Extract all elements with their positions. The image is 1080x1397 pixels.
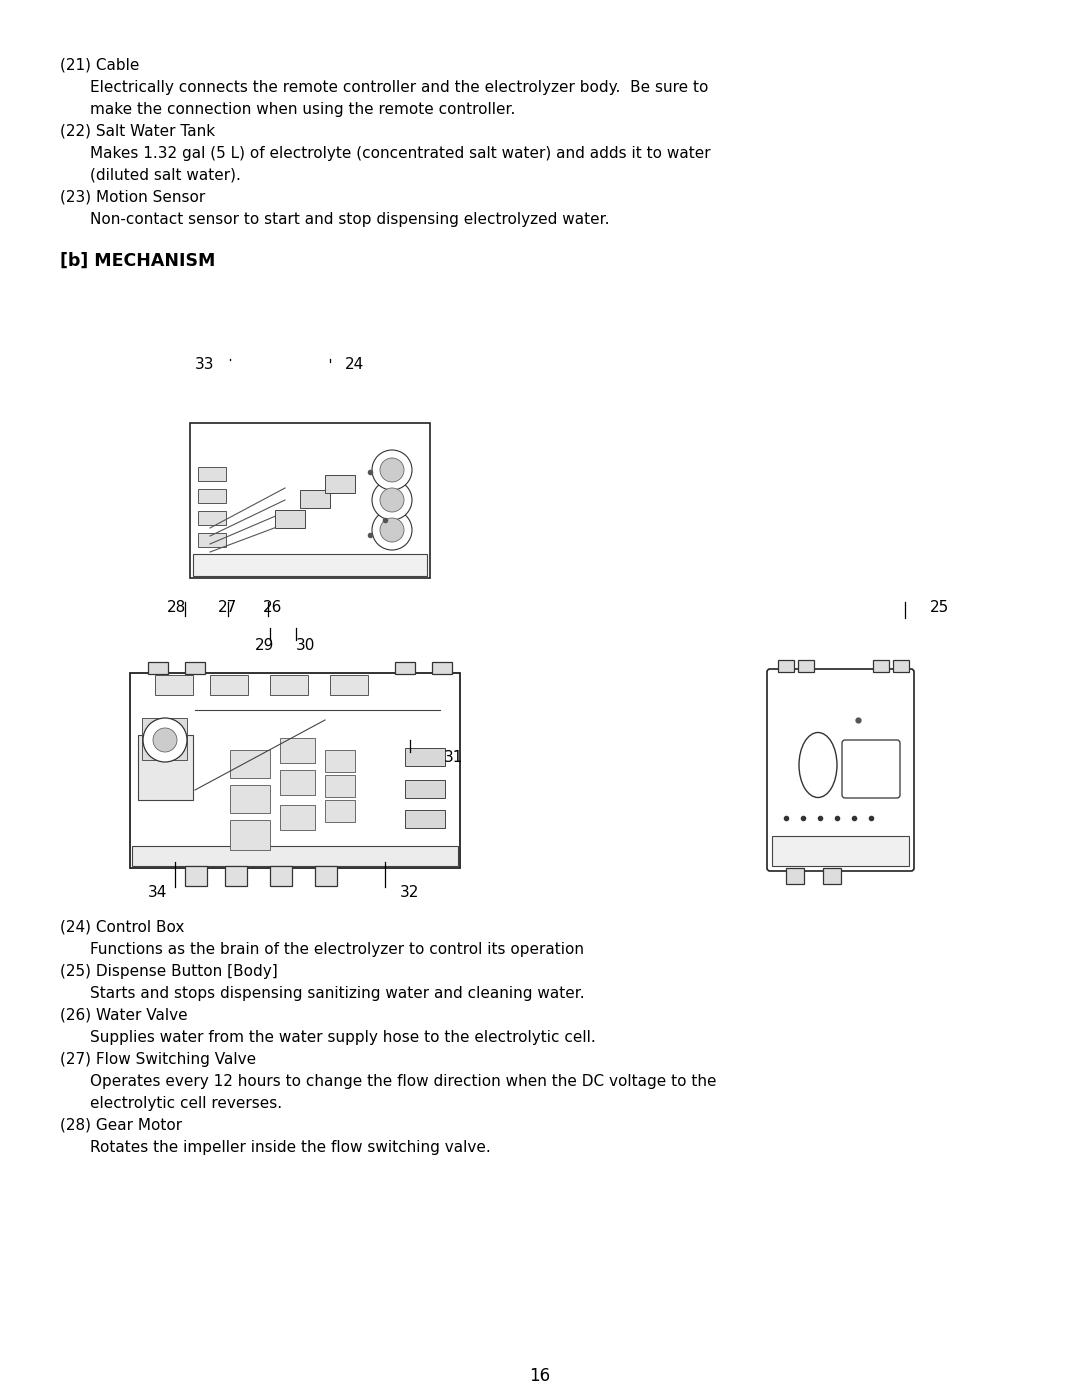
- Bar: [280, 738, 315, 763]
- Text: (23) Motion Sensor: (23) Motion Sensor: [60, 190, 205, 205]
- Bar: [190, 423, 430, 578]
- Text: (24) Control Box: (24) Control Box: [60, 921, 185, 935]
- Text: Operates every 12 hours to change the flow direction when the DC voltage to the: Operates every 12 hours to change the fl…: [90, 1074, 716, 1090]
- Bar: [185, 866, 207, 886]
- Text: Functions as the brain of the electrolyzer to control its operation: Functions as the brain of the electrolyz…: [90, 942, 584, 957]
- Bar: [225, 866, 247, 886]
- Bar: [330, 675, 368, 694]
- Text: 32: 32: [400, 886, 419, 900]
- Bar: [270, 675, 308, 694]
- FancyBboxPatch shape: [767, 669, 914, 870]
- Text: 25: 25: [930, 599, 949, 615]
- Text: 29: 29: [255, 638, 274, 652]
- Bar: [772, 835, 909, 866]
- Bar: [270, 866, 292, 886]
- Text: 26: 26: [264, 599, 282, 615]
- Bar: [230, 820, 270, 849]
- Circle shape: [380, 458, 404, 482]
- Bar: [132, 847, 458, 866]
- Bar: [432, 662, 453, 673]
- Bar: [315, 866, 337, 886]
- Text: 16: 16: [529, 1368, 551, 1384]
- Bar: [210, 675, 248, 694]
- Bar: [778, 659, 794, 672]
- Text: (28) Gear Motor: (28) Gear Motor: [60, 1118, 183, 1133]
- Bar: [873, 659, 889, 672]
- Text: make the connection when using the remote controller.: make the connection when using the remot…: [90, 102, 515, 117]
- Bar: [798, 659, 814, 672]
- Bar: [280, 770, 315, 795]
- Bar: [893, 659, 909, 672]
- Text: Makes 1.32 gal (5 L) of electrolyte (concentrated salt water) and adds it to wat: Makes 1.32 gal (5 L) of electrolyte (con…: [90, 147, 711, 161]
- Bar: [786, 868, 804, 884]
- Text: (27) Flow Switching Valve: (27) Flow Switching Valve: [60, 1052, 256, 1067]
- Circle shape: [380, 518, 404, 542]
- Bar: [138, 735, 193, 800]
- Bar: [193, 555, 427, 576]
- Bar: [405, 810, 445, 828]
- Text: 30: 30: [296, 638, 315, 652]
- Text: (26) Water Valve: (26) Water Valve: [60, 1009, 188, 1023]
- Bar: [300, 490, 330, 509]
- Bar: [823, 868, 841, 884]
- Text: (22) Salt Water Tank: (22) Salt Water Tank: [60, 124, 215, 138]
- Circle shape: [372, 481, 411, 520]
- Bar: [198, 511, 226, 525]
- Circle shape: [153, 728, 177, 752]
- Text: (diluted salt water).: (diluted salt water).: [90, 168, 241, 183]
- Text: 28: 28: [167, 599, 186, 615]
- Bar: [141, 718, 187, 760]
- Bar: [405, 780, 445, 798]
- Text: 33: 33: [195, 358, 215, 372]
- Bar: [230, 750, 270, 778]
- Text: Starts and stops dispensing sanitizing water and cleaning water.: Starts and stops dispensing sanitizing w…: [90, 986, 584, 1002]
- Text: 31: 31: [444, 750, 463, 766]
- Bar: [230, 785, 270, 813]
- Bar: [280, 805, 315, 830]
- Bar: [325, 475, 355, 493]
- Bar: [198, 489, 226, 503]
- FancyBboxPatch shape: [842, 740, 900, 798]
- Bar: [198, 534, 226, 548]
- Text: Supplies water from the water supply hose to the electrolytic cell.: Supplies water from the water supply hos…: [90, 1030, 596, 1045]
- Bar: [325, 800, 355, 821]
- Bar: [198, 467, 226, 481]
- Bar: [156, 675, 193, 694]
- Bar: [275, 510, 305, 528]
- Text: electrolytic cell reverses.: electrolytic cell reverses.: [90, 1097, 282, 1111]
- Text: 27: 27: [218, 599, 238, 615]
- Text: Non-contact sensor to start and stop dispensing electrolyzed water.: Non-contact sensor to start and stop dis…: [90, 212, 609, 226]
- Circle shape: [372, 450, 411, 490]
- Bar: [395, 662, 415, 673]
- Circle shape: [380, 488, 404, 511]
- Bar: [185, 662, 205, 673]
- Bar: [405, 747, 445, 766]
- Bar: [148, 662, 168, 673]
- Text: Rotates the impeller inside the flow switching valve.: Rotates the impeller inside the flow swi…: [90, 1140, 490, 1155]
- Ellipse shape: [799, 732, 837, 798]
- Text: 24: 24: [345, 358, 364, 372]
- Text: Electrically connects the remote controller and the electrolyzer body.  Be sure : Electrically connects the remote control…: [90, 80, 708, 95]
- Text: (21) Cable: (21) Cable: [60, 59, 139, 73]
- Bar: [130, 673, 460, 868]
- Bar: [325, 775, 355, 798]
- Circle shape: [143, 718, 187, 761]
- Text: 34: 34: [148, 886, 167, 900]
- Bar: [325, 750, 355, 773]
- Circle shape: [372, 510, 411, 550]
- Text: (25) Dispense Button [Body]: (25) Dispense Button [Body]: [60, 964, 278, 979]
- Text: [b] MECHANISM: [b] MECHANISM: [60, 251, 215, 270]
